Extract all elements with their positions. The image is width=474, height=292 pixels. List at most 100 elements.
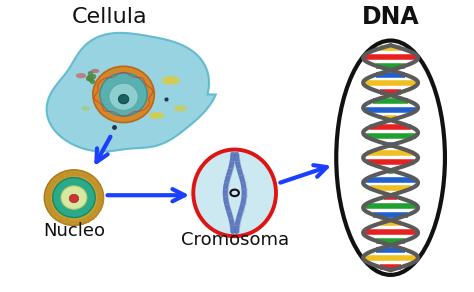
Point	[55, 173, 63, 177]
Point	[70, 218, 77, 223]
Point	[97, 192, 104, 197]
Point	[59, 218, 66, 222]
Point	[77, 173, 85, 178]
Point	[98, 192, 106, 197]
Ellipse shape	[91, 69, 100, 73]
Point	[51, 210, 59, 215]
Point	[94, 190, 102, 195]
Point	[85, 175, 93, 180]
Point	[66, 222, 74, 226]
Point	[90, 178, 97, 183]
Point	[46, 194, 53, 199]
Point	[48, 181, 55, 186]
Point	[89, 215, 96, 220]
Ellipse shape	[162, 76, 180, 85]
Ellipse shape	[69, 194, 79, 203]
Point	[55, 177, 63, 182]
Point	[70, 170, 77, 175]
Ellipse shape	[109, 83, 138, 110]
Point	[86, 213, 94, 217]
Point	[73, 222, 80, 227]
Point	[78, 171, 85, 176]
Ellipse shape	[193, 150, 276, 236]
Point	[61, 220, 68, 225]
Point	[48, 185, 56, 189]
Point	[91, 207, 99, 212]
Point	[91, 180, 99, 185]
Point	[43, 202, 50, 207]
Point	[86, 217, 94, 222]
Point	[81, 172, 88, 177]
Point	[98, 198, 106, 203]
Point	[95, 198, 102, 202]
Ellipse shape	[100, 73, 147, 116]
Point	[69, 222, 77, 227]
Point	[72, 218, 80, 223]
Point	[95, 193, 102, 197]
Point	[78, 219, 85, 224]
Point	[73, 168, 80, 173]
Point	[82, 175, 90, 180]
Point	[86, 178, 94, 182]
Point	[75, 171, 82, 175]
Point	[44, 185, 51, 190]
Point	[53, 216, 60, 221]
Point	[89, 73, 97, 78]
Point	[83, 173, 91, 178]
Point	[94, 185, 102, 190]
Point	[96, 184, 103, 189]
Point	[97, 195, 104, 200]
Point	[94, 206, 102, 210]
Point	[75, 221, 83, 226]
Point	[97, 204, 105, 208]
Point	[75, 169, 83, 174]
Point	[64, 171, 72, 176]
Point	[78, 170, 86, 174]
Point	[84, 214, 92, 219]
Point	[88, 180, 96, 184]
Point	[92, 186, 100, 190]
Point	[45, 208, 53, 212]
Point	[54, 175, 62, 180]
Point	[95, 187, 103, 192]
Point	[46, 197, 53, 201]
Point	[44, 197, 51, 201]
Point	[45, 202, 52, 206]
Point	[56, 216, 64, 221]
Point	[84, 172, 91, 177]
Point	[93, 179, 100, 184]
Point	[91, 183, 99, 188]
Point	[97, 198, 104, 203]
Ellipse shape	[93, 66, 155, 123]
Point	[85, 74, 93, 79]
Point	[46, 180, 54, 185]
Text: Cellula: Cellula	[72, 7, 147, 27]
Point	[93, 211, 100, 216]
Point	[50, 211, 57, 216]
Point	[72, 170, 80, 175]
Polygon shape	[46, 33, 216, 152]
Point	[78, 221, 86, 225]
Point	[48, 178, 56, 183]
Point	[64, 221, 71, 226]
Point	[92, 205, 100, 209]
Point	[44, 194, 51, 199]
Point	[90, 181, 98, 186]
Point	[50, 208, 57, 213]
Point	[42, 194, 49, 199]
Point	[75, 173, 82, 177]
Point	[96, 201, 104, 205]
Point	[61, 172, 69, 176]
Point	[86, 77, 93, 82]
Point	[44, 191, 52, 196]
Point	[61, 219, 69, 223]
Point	[95, 195, 102, 200]
Point	[90, 212, 97, 217]
Point	[47, 187, 55, 192]
Point	[93, 182, 100, 187]
Point	[72, 172, 80, 177]
Point	[52, 177, 59, 182]
Point	[80, 174, 87, 179]
Point	[67, 171, 74, 175]
Point	[53, 179, 61, 183]
